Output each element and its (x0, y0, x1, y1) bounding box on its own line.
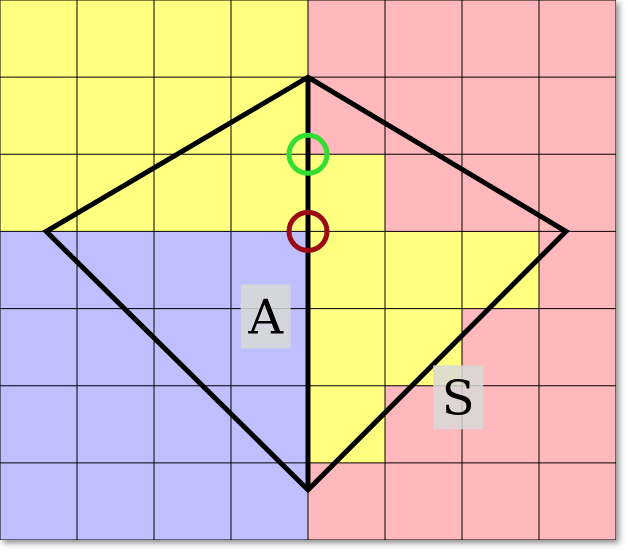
yellow-cell (308, 154, 386, 232)
red-cell (539, 0, 616, 78)
blue-cell (231, 462, 309, 540)
yellow-cell (0, 0, 78, 78)
blue-cell (0, 231, 78, 310)
label-s-box (433, 365, 484, 430)
label-a: A (247, 289, 284, 345)
blue-cell (0, 462, 78, 540)
yellow-cell (231, 154, 309, 232)
red-cell (539, 77, 616, 155)
grid-diagram: A S (0, 0, 616, 540)
blue-cell (77, 385, 155, 464)
red-cell (539, 154, 616, 232)
red-cell (385, 462, 463, 540)
red-cell (308, 0, 386, 78)
label-s: S (442, 370, 475, 426)
blue-cell (0, 385, 78, 464)
red-cell (308, 462, 386, 540)
label-a-box (240, 284, 291, 349)
yellow-cell (0, 77, 78, 155)
darkred-circle (286, 209, 330, 253)
yellow-cell (77, 77, 155, 155)
red-cell (462, 462, 540, 540)
yellow-cell (385, 231, 463, 310)
yellow-cell (308, 308, 386, 387)
red-cell (539, 231, 616, 310)
yellow-cell (154, 0, 232, 78)
red-cell (462, 77, 540, 155)
yellow-cell (77, 0, 155, 78)
blue-cell (77, 462, 155, 540)
red-cell (539, 385, 616, 464)
blue-cell (77, 231, 155, 310)
kite-shape (42, 74, 570, 494)
red-cell (539, 308, 616, 387)
yellow-cell (154, 77, 232, 155)
yellow-cell (308, 231, 386, 310)
red-cell (385, 77, 463, 155)
red-cell (462, 0, 540, 78)
blue-cell (154, 462, 232, 540)
label-s-group: S (433, 365, 484, 430)
label-a-group: A (240, 284, 291, 349)
green-circle (286, 132, 330, 176)
blue-cell (154, 231, 232, 310)
blue-cell (0, 308, 78, 387)
blue-cell (154, 385, 232, 464)
grid-cells (0, 0, 616, 540)
red-cell (385, 154, 463, 232)
region-labels: A S (240, 284, 484, 430)
blue-cell (77, 308, 155, 387)
red-cell (385, 0, 463, 78)
red-cell (539, 462, 616, 540)
diagram-frame: A S (0, 0, 616, 540)
yellow-cell (154, 154, 232, 232)
yellow-cell (231, 0, 309, 78)
circle-markers (286, 132, 330, 253)
